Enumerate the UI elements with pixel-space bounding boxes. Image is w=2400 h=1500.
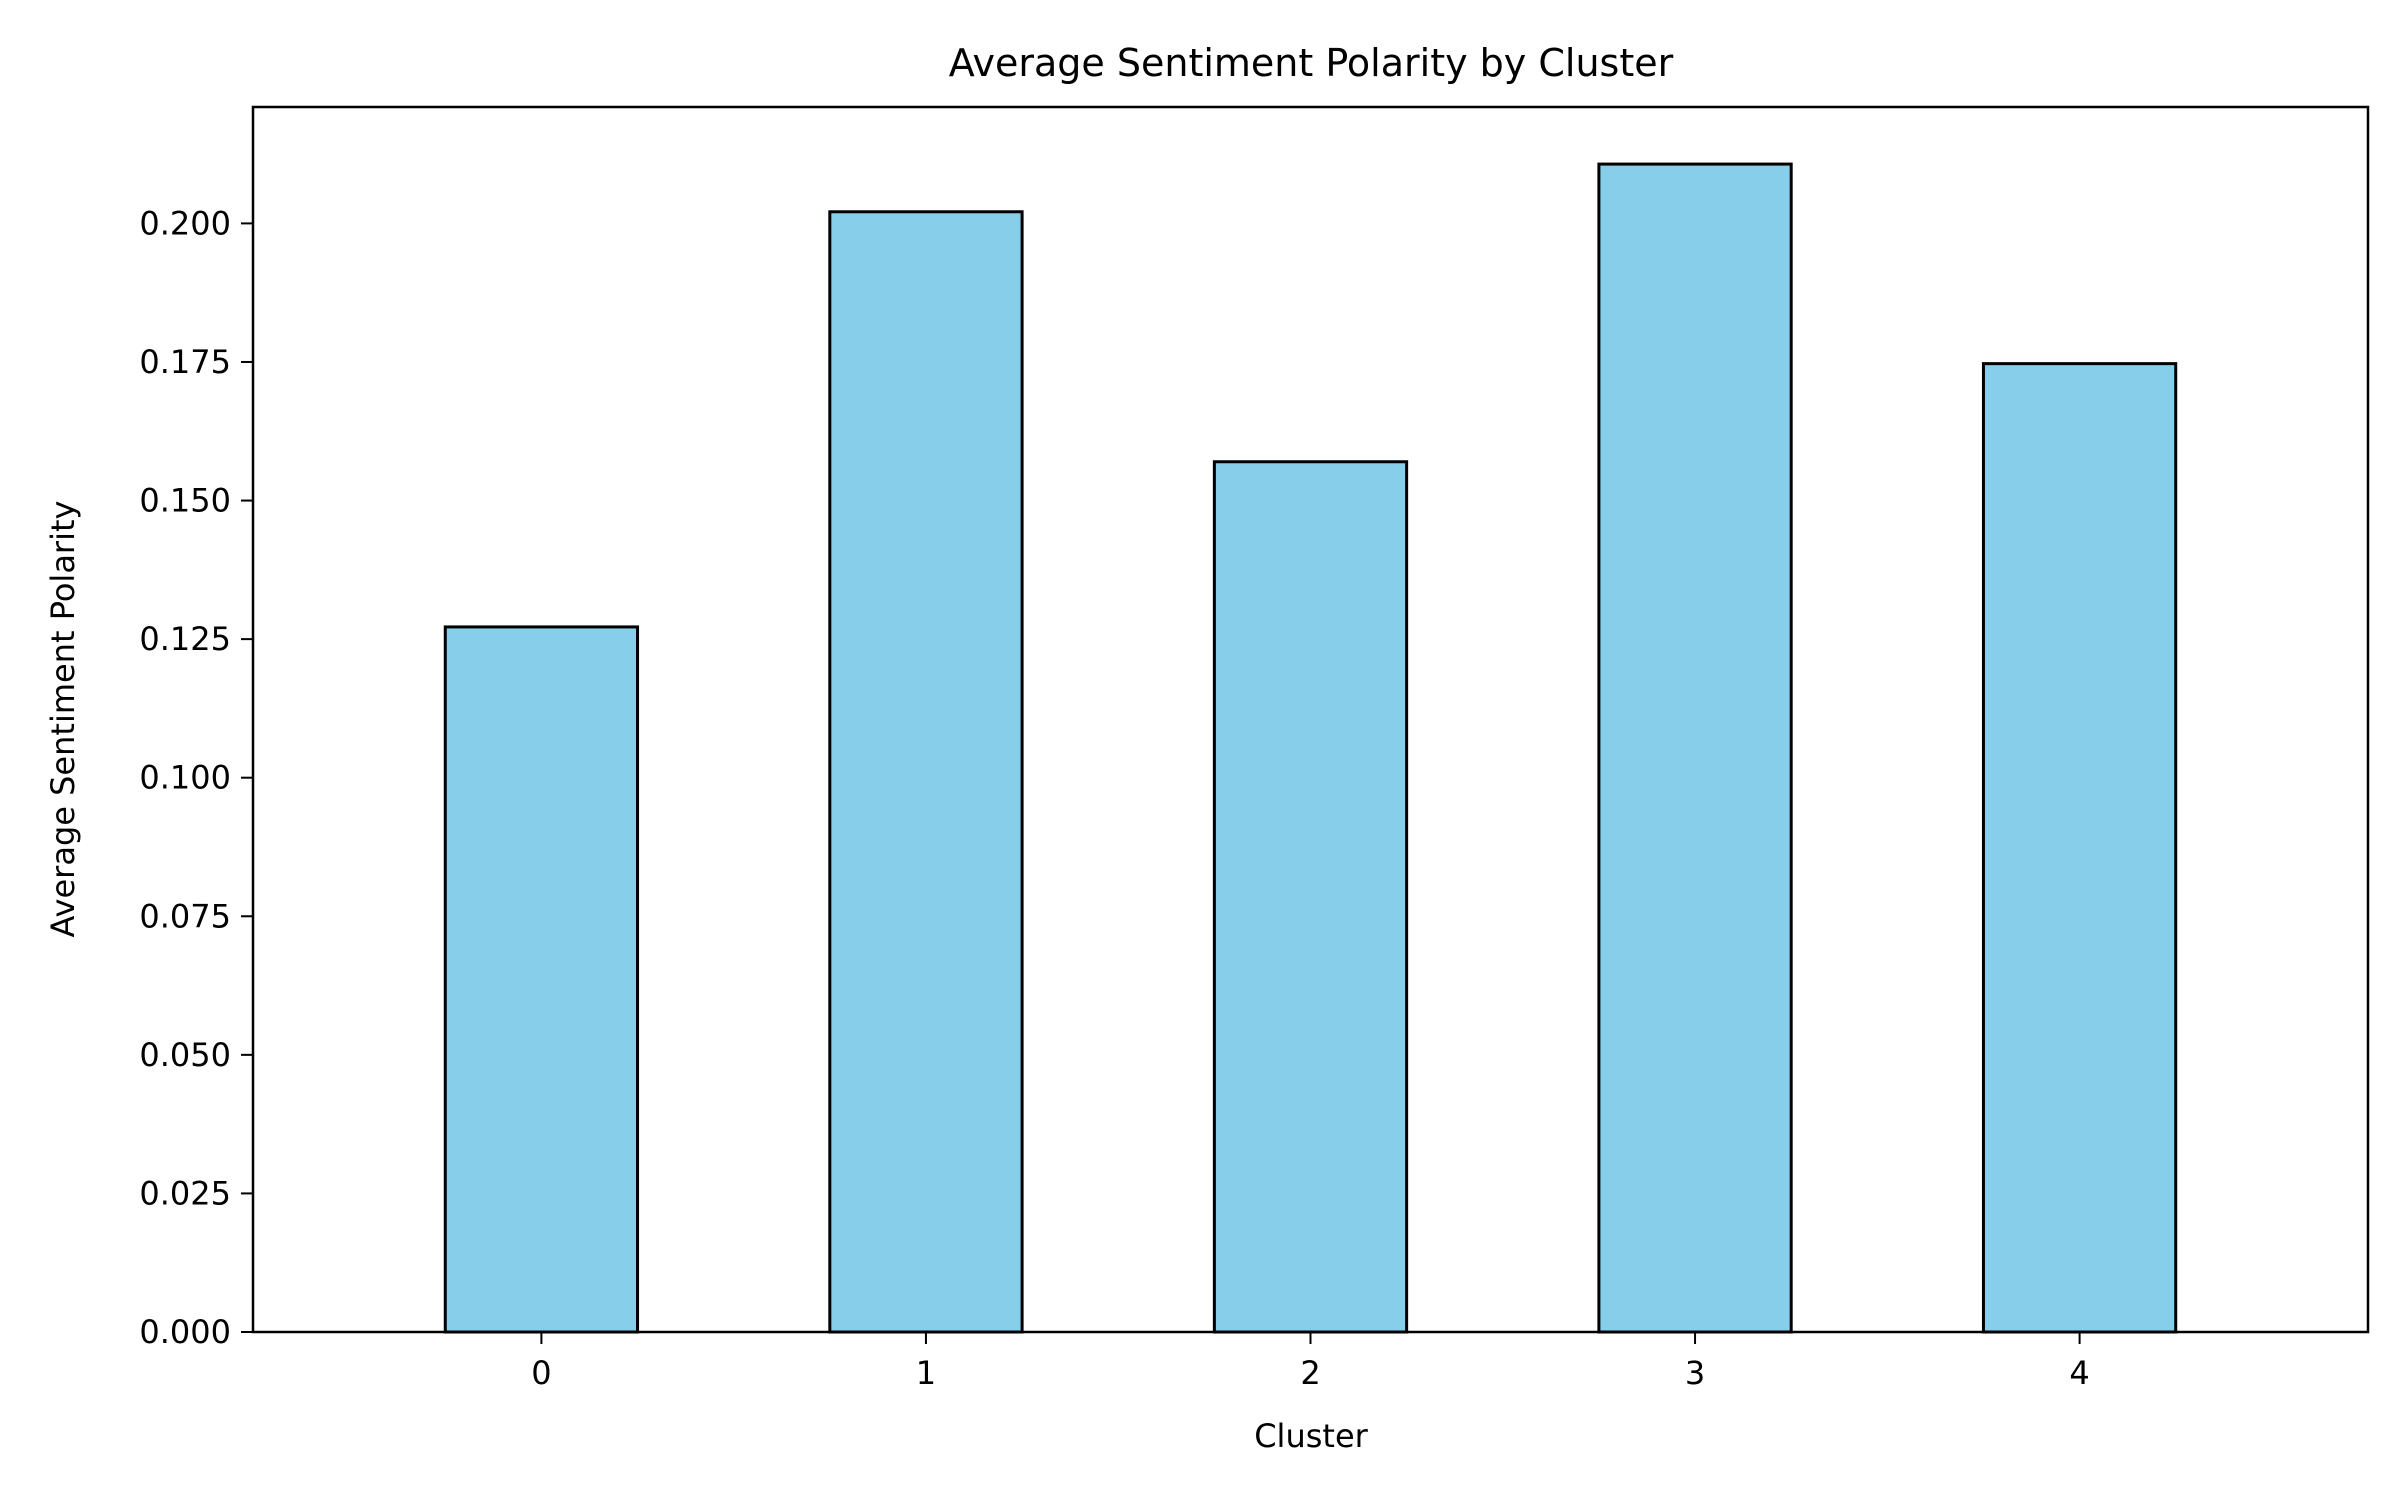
y-tick-label: 0.200 (139, 204, 231, 242)
chart-title: Average Sentiment Polarity by Cluster (949, 41, 1674, 85)
bar-cluster-1 (828, 210, 1024, 1334)
x-tick-label: 1 (916, 1354, 936, 1392)
y-tick-label: 0.075 (139, 897, 231, 935)
bar-cluster-2 (1212, 460, 1409, 1334)
bars-layer (443, 162, 2178, 1334)
y-axis-ticks: 0.000 0.025 0.050 0.075 0.100 0.125 0.150 0.175… (139, 204, 253, 1351)
y-tick-label: 0.150 (139, 482, 231, 520)
y-tick-label: 0.025 (139, 1174, 231, 1212)
bar-cluster-3 (1597, 162, 1793, 1334)
x-tick-label: 2 (1300, 1354, 1320, 1392)
y-tick-label: 0.000 (139, 1313, 231, 1351)
bar-cluster-0 (443, 625, 640, 1334)
y-tick-label: 0.125 (139, 620, 231, 658)
y-tick-label: 0.175 (139, 343, 231, 381)
x-axis-ticks: 0 1 2 3 4 (531, 1332, 2090, 1392)
y-axis-label: Average Sentiment Polarity (44, 501, 82, 938)
y-tick-label: 0.100 (139, 759, 231, 797)
bar-cluster-4 (1981, 362, 2178, 1334)
x-axis-label: Cluster (1254, 1417, 1368, 1455)
x-tick-label: 0 (531, 1354, 551, 1392)
x-tick-label: 3 (1685, 1354, 1705, 1392)
y-tick-label: 0.050 (139, 1036, 231, 1074)
x-tick-label: 4 (2069, 1354, 2089, 1392)
axes-frame (251, 105, 2370, 1334)
